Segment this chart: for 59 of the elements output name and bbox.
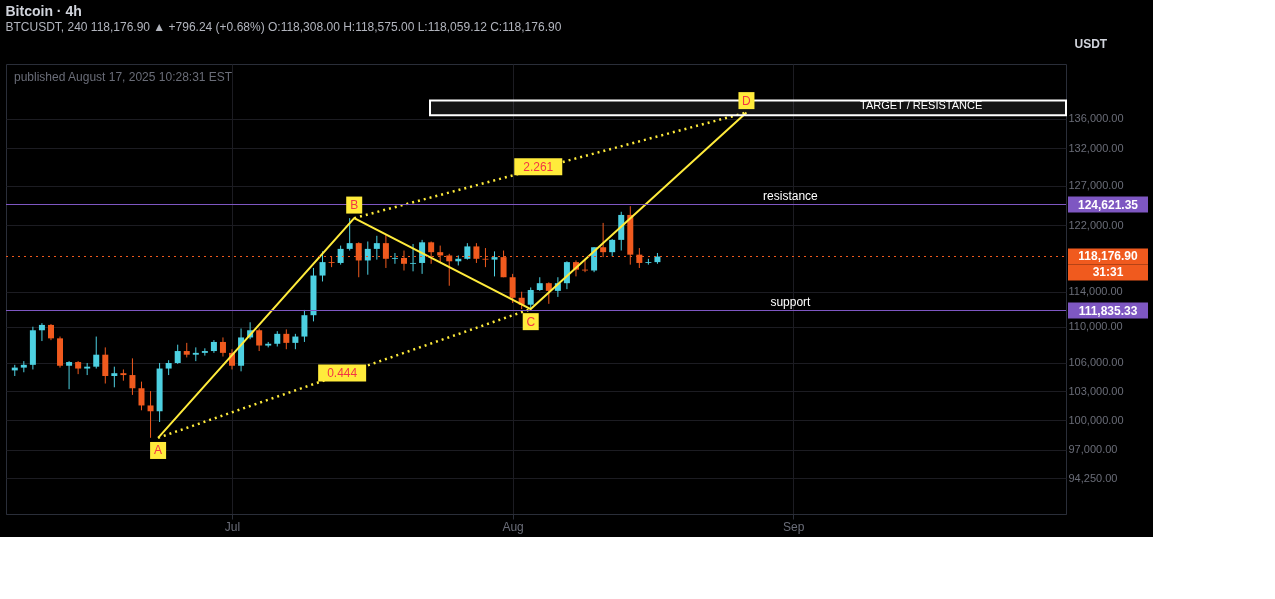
y-tick-label: 110,000.00 — [1068, 320, 1123, 333]
candlestick — [410, 243, 417, 272]
y-axis-title: USDT — [1074, 36, 1108, 51]
band-label: TARGET / RESISTANCE — [860, 99, 983, 112]
candlestick — [391, 252, 398, 265]
candlestick — [147, 390, 154, 439]
annotation: C — [526, 314, 536, 329]
y-tick-label: 114,000.00 — [1068, 285, 1123, 298]
candlestick — [337, 245, 344, 266]
candlestick — [38, 322, 45, 342]
candlestick — [364, 241, 371, 276]
candlestick — [120, 368, 127, 382]
ref-line-label: resistance — [763, 188, 819, 203]
annotation: A — [154, 443, 163, 458]
candlestick — [256, 327, 263, 352]
text: 111,835.33 — [1078, 303, 1138, 318]
candlestick — [66, 360, 73, 390]
candlestick — [201, 347, 208, 357]
annotation: D — [742, 93, 752, 108]
x-tick-label: Sep — [783, 519, 805, 534]
candlestick — [509, 273, 516, 304]
y-tick-label: 100,000.00 — [1068, 413, 1124, 426]
y-tick-label: 97,000.00 — [1068, 443, 1118, 456]
text: 31:31 — [1092, 265, 1124, 280]
x-tick-label: Aug — [502, 519, 524, 534]
x-tick-label: Jul — [224, 519, 241, 534]
candlestick — [373, 235, 380, 261]
candlestick — [138, 381, 145, 411]
y-tick-label: 127,000.00 — [1068, 179, 1124, 192]
annotation: published August 17, 2025 10:28:31 EST — [14, 70, 233, 84]
candlestick — [419, 239, 426, 275]
chart-subtitle: BTCUSDT, 240 118,176.90 ▲ +796.24 (+0.68%) O:118,308.00 H:118,575.00 L:118,059.12 C:118,176.90 — [5, 20, 562, 34]
y-tick-label: 106,000.00 — [1068, 356, 1124, 369]
candlestick — [111, 366, 118, 388]
candlestick — [319, 250, 326, 282]
candlestick — [346, 217, 353, 252]
candlestick — [283, 328, 290, 350]
annotation: B — [350, 198, 359, 213]
text: 124,621.35 — [1077, 197, 1139, 212]
y-tick-label: 132,000.00 — [1068, 141, 1124, 154]
candlestick — [301, 309, 308, 343]
annotation: 0.444 — [327, 366, 358, 381]
chart-title: Bitcoin · 4h — [5, 3, 82, 19]
annotation: 2.261 — [523, 159, 554, 174]
candlestick — [93, 336, 100, 370]
text: 118,176.90 — [1078, 249, 1139, 264]
candlestick — [129, 357, 136, 396]
ref-line-label: support — [770, 294, 812, 309]
y-tick-label: 94,250.00 — [1068, 471, 1118, 484]
candlestick — [75, 360, 82, 375]
candlestick — [219, 336, 226, 358]
y-tick-label: 103,000.00 — [1068, 384, 1124, 397]
candlestick — [527, 286, 534, 311]
candlestick — [491, 250, 498, 277]
y-tick-label: 136,000.00 — [1068, 112, 1124, 125]
candlestick — [545, 281, 552, 305]
y-tick-label: 122,000.00 — [1068, 218, 1124, 231]
candlestick — [102, 346, 109, 385]
candlestick — [174, 344, 181, 365]
